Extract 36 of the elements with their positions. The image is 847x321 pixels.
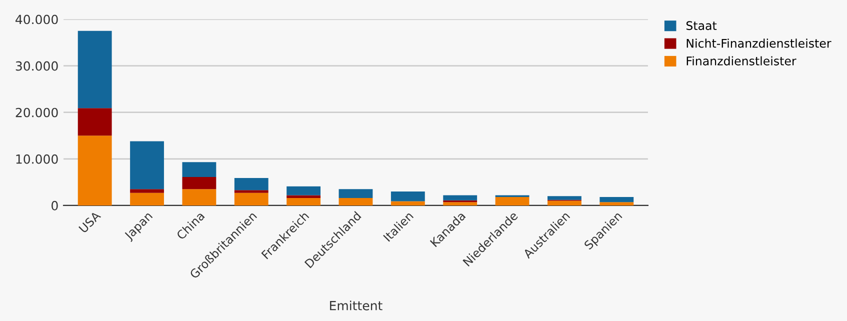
- bar: [286, 186, 321, 196]
- y-tick-label: 20.000: [16, 108, 58, 118]
- bar: [495, 197, 530, 206]
- bar: [286, 195, 321, 198]
- legend-label: Nicht-Finanzdienstleister: [686, 38, 832, 48]
- bar: [182, 189, 216, 206]
- bar: [390, 201, 425, 206]
- bar: [130, 192, 164, 206]
- y-tick-label: 0: [52, 200, 58, 210]
- x-axis-title: Emittent: [330, 300, 382, 310]
- bar: [548, 196, 582, 200]
- bar: [600, 202, 634, 206]
- bar: [78, 136, 112, 206]
- y-tick-label: 10.000: [16, 154, 58, 164]
- bar: [234, 190, 268, 193]
- bar: [182, 162, 216, 178]
- y-tick-label: 40.000: [16, 14, 58, 24]
- bar: [548, 200, 582, 206]
- legend-label: Finanzdienstleister: [686, 56, 796, 66]
- y-tick-label: 30.000: [16, 61, 58, 71]
- bar: [234, 178, 268, 190]
- bar: [182, 177, 216, 190]
- bar: [338, 198, 373, 206]
- bar: [130, 189, 164, 193]
- bar: [443, 195, 478, 200]
- legend-label: Staat: [686, 21, 717, 30]
- bar: [443, 202, 478, 206]
- bar: [338, 189, 373, 198]
- x-tick-label: USA: [78, 210, 102, 234]
- bar: [130, 141, 164, 190]
- bar: [390, 191, 425, 202]
- bar: [600, 197, 634, 202]
- bar: [234, 192, 268, 206]
- bar: [78, 30, 112, 108]
- bar: [286, 198, 321, 206]
- bar: [78, 108, 112, 136]
